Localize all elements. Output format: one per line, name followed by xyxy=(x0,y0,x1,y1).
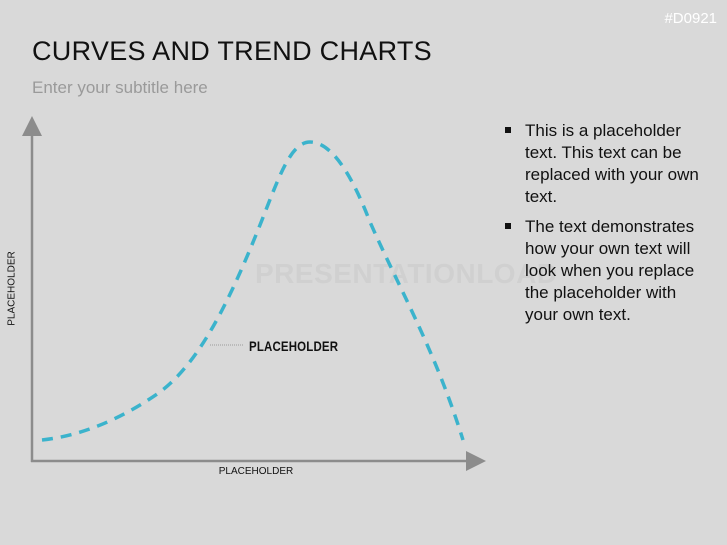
watermark-logo: PRESENTATIONLOAD xyxy=(255,258,558,289)
x-axis-label: PLACEHOLDER xyxy=(218,466,294,477)
curve-callout-label: PLACEHOLDER xyxy=(249,338,339,354)
slide-subtitle[interactable]: Enter your subtitle here xyxy=(32,78,208,97)
bullet-item: The text demonstrates how your own text … xyxy=(503,216,713,326)
y-axis-label: PLACEHOLDER xyxy=(6,251,18,326)
slide-code: #D0921 xyxy=(664,10,717,27)
slide-title[interactable]: CURVES AND TREND CHARTS xyxy=(32,36,432,66)
bullet-list[interactable]: This is a placeholder text. This text ca… xyxy=(503,120,713,334)
bullet-item: This is a placeholder text. This text ca… xyxy=(503,120,713,208)
trend-curve xyxy=(41,140,465,442)
